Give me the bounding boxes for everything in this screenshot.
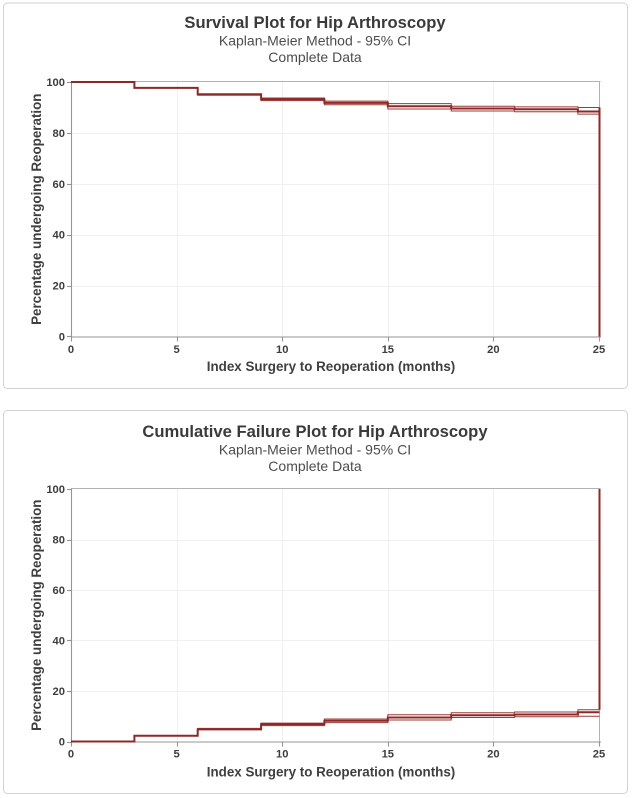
svg-text:20: 20 [53, 281, 65, 293]
svg-text:5: 5 [173, 749, 179, 761]
svg-text:20: 20 [53, 686, 65, 698]
svg-text:15: 15 [382, 749, 394, 761]
svg-text:Percentage undergoing Reoperat: Percentage undergoing Reoperation [29, 93, 44, 324]
svg-text:20: 20 [487, 344, 499, 356]
svg-text:100: 100 [46, 484, 65, 496]
svg-text:10: 10 [276, 749, 288, 761]
svg-text:100: 100 [46, 77, 65, 89]
svg-text:Index Surgery to Reoperation (: Index Surgery to Reoperation (months) [207, 359, 456, 374]
svg-text:10: 10 [276, 344, 288, 356]
svg-text:Cumulative Failure Plot for Hi: Cumulative Failure Plot for Hip Arthrosc… [142, 422, 488, 441]
svg-text:15: 15 [382, 344, 394, 356]
svg-text:0: 0 [68, 344, 74, 356]
svg-text:60: 60 [53, 179, 65, 191]
svg-text:80: 80 [53, 535, 65, 547]
svg-text:40: 40 [53, 230, 65, 242]
svg-text:80: 80 [53, 128, 65, 140]
svg-text:Complete Data: Complete Data [268, 458, 362, 474]
svg-text:40: 40 [53, 636, 65, 648]
svg-text:Kaplan-Meier Method - 95% CI: Kaplan-Meier Method - 95% CI [219, 33, 411, 49]
svg-text:25: 25 [593, 344, 605, 356]
svg-text:60: 60 [53, 585, 65, 597]
svg-text:0: 0 [68, 749, 74, 761]
svg-text:0: 0 [59, 737, 65, 749]
svg-text:20: 20 [487, 749, 499, 761]
svg-text:Index Surgery to Reoperation (: Index Surgery to Reoperation (months) [207, 765, 456, 780]
svg-text:0: 0 [59, 332, 65, 344]
svg-text:Survival Plot for Hip Arthrosc: Survival Plot for Hip Arthroscopy [184, 13, 446, 32]
svg-text:25: 25 [593, 749, 605, 761]
svg-text:5: 5 [173, 344, 179, 356]
svg-text:Kaplan-Meier Method - 95% CI: Kaplan-Meier Method - 95% CI [219, 442, 411, 458]
svg-text:Complete Data: Complete Data [268, 49, 362, 65]
svg-text:Percentage undergoing Reoperat: Percentage undergoing Reoperation [29, 499, 44, 730]
